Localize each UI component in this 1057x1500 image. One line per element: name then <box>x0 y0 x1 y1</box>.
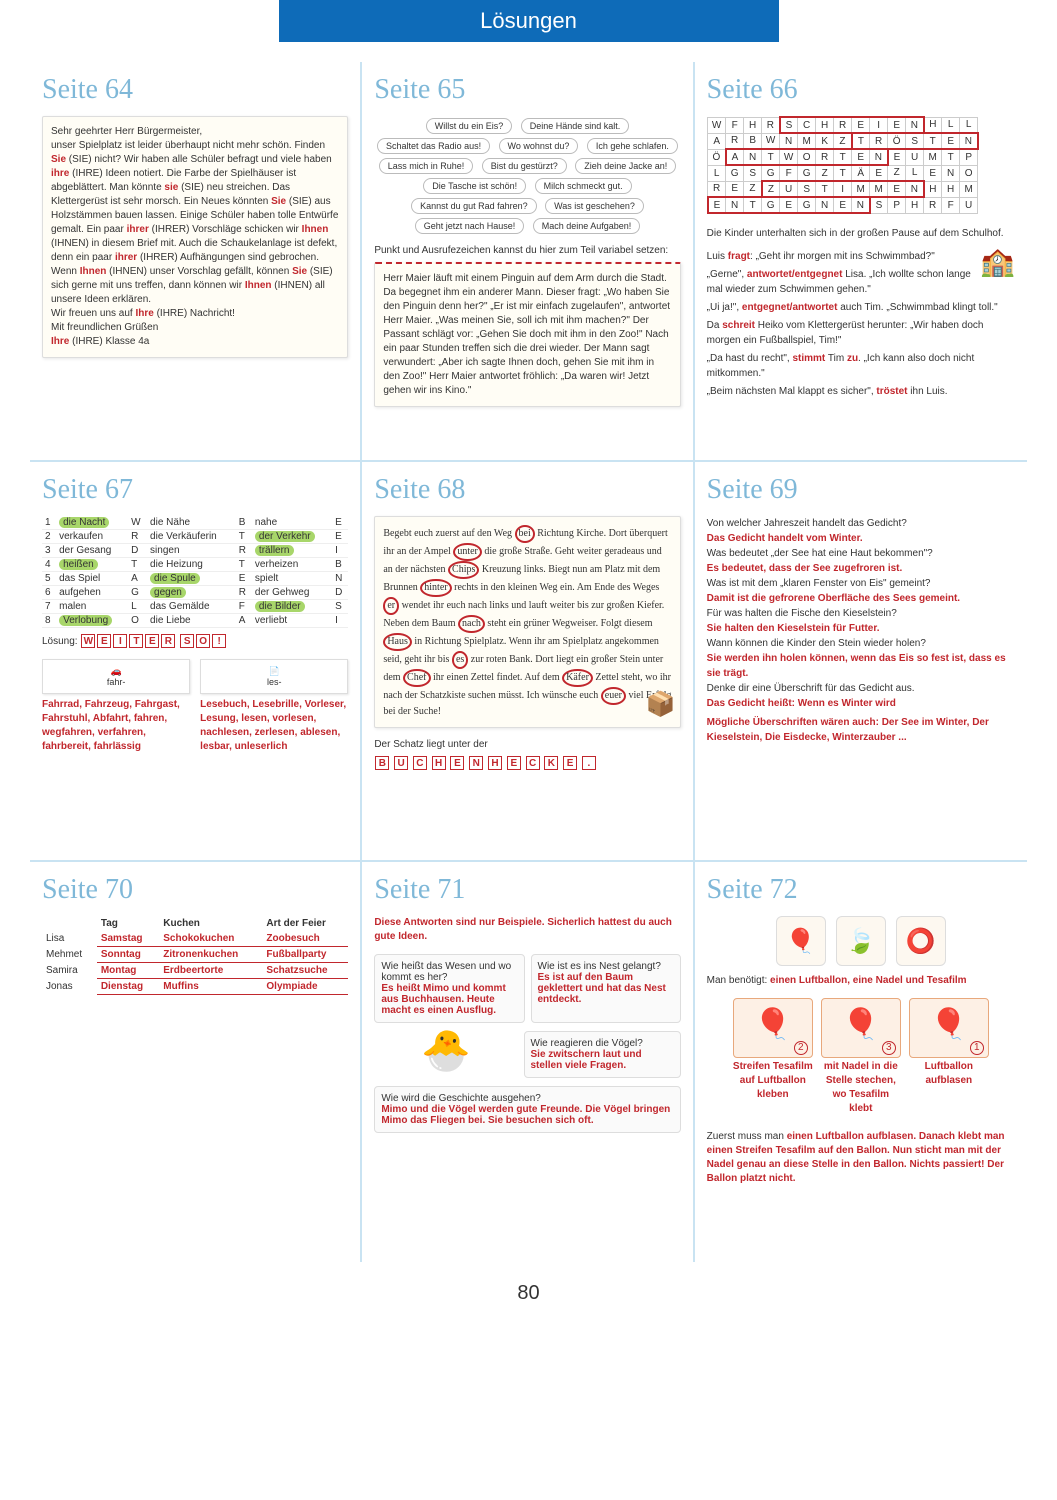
solution-67: Lösung: WEITER SO! <box>42 634 348 649</box>
cell-70: Seite 70 TagKuchenArt der FeierLisaSamst… <box>30 862 362 1262</box>
balloon-icon: 🎈 <box>776 916 826 966</box>
fahr-words: Fahrrad, Fahrzeug, Fahrgast, Fahrstuhl, … <box>42 698 190 754</box>
cell-68: Seite 68 Begebt euch zuerst auf den Weg … <box>362 462 694 862</box>
title-70: Seite 70 <box>42 874 348 906</box>
table-67: 1die NachtWdie NäheBnaheE2verkaufenRdie … <box>42 516 348 628</box>
title-71: Seite 71 <box>374 874 680 906</box>
les-words: Lesebuch, Lesebrille, Vorleser, Lesung, … <box>200 698 348 754</box>
icons-72: 🎈 🍃 ⭕ <box>707 916 1015 966</box>
extra-69: Mögliche Überschriften wären auch: Der S… <box>707 715 1015 745</box>
card-fahr: 🚗fahr- <box>42 659 190 694</box>
bubble: Wo wohnst du? <box>499 138 579 154</box>
box2: Wie ist es ins Nest gelangt? Es ist auf … <box>531 954 681 1023</box>
dialog-intro: Die Kinder unterhalten sich in der große… <box>707 226 1015 241</box>
step-box: 🎈 2 <box>733 998 813 1058</box>
solutions-grid: Seite 64 Sehr geehrter Herr Bürgermeiste… <box>0 62 1057 1262</box>
bubble: Bist du gestürzt? <box>482 158 567 174</box>
bubble: Lass mich in Ruhe! <box>379 158 474 174</box>
treasure-text: Begebt euch zuerst auf den Weg bei Richt… <box>374 516 680 728</box>
letter-note: Sehr geehrter Herr Bürgermeister,unser S… <box>42 116 348 358</box>
cell-72: Seite 72 🎈 🍃 ⭕ Man benötigt: einen Luftb… <box>695 862 1027 1262</box>
box1: Wie heißt das Wesen und wo kommt es her?… <box>374 954 524 1023</box>
title-67: Seite 67 <box>42 474 348 506</box>
bubble: Was ist geschehen? <box>545 198 644 214</box>
need-72: Man benötigt: einen Luftballon, eine Nad… <box>707 974 1015 988</box>
bubbles: Willst du ein Eis? Deine Hände sind kalt… <box>374 116 680 236</box>
card-les: 📄les- <box>200 659 348 694</box>
page-number: 80 <box>0 1262 1057 1325</box>
steps-72: 🎈 2 Streifen Tesafilm auf Luftballon kle… <box>707 998 1015 1116</box>
bubble: Schaltet das Radio aus! <box>377 138 490 154</box>
story-65: Herr Maier läuft mit einem Pinguin auf d… <box>374 262 680 407</box>
cell-65: Seite 65 Willst du ein Eis? Deine Hände … <box>362 62 694 462</box>
final-72: Zuerst muss man einen Luftballon aufblas… <box>707 1130 1015 1186</box>
title-69: Seite 69 <box>707 474 1015 506</box>
bubble: Zieh deine Jacke an! <box>575 158 676 174</box>
intro-71: Diese Antworten sind nur Beispiele. Sich… <box>374 916 680 944</box>
bubble: Die Tasche ist schön! <box>423 178 526 194</box>
bubble: Willst du ein Eis? <box>426 118 513 134</box>
bubble: Kannst du gut Rad fahren? <box>411 198 537 214</box>
title-72: Seite 72 <box>707 874 1015 906</box>
title-65: Seite 65 <box>374 74 680 106</box>
title-68: Seite 68 <box>374 474 680 506</box>
treasure-answer: Der Schatz liegt unter der B U C H E N H… <box>374 738 680 771</box>
step-box: 🎈 3 <box>821 998 901 1058</box>
leaf-icon: 🍃 <box>836 916 886 966</box>
cell-66: Seite 66 WFHRSCHREIENHLLARBWNMKZTRÖSTENÖ… <box>695 62 1027 462</box>
page-header: Lösungen <box>279 0 779 42</box>
bubble: Geht jetzt nach Hause! <box>415 218 525 234</box>
cell-64: Seite 64 Sehr geehrter Herr Bürgermeiste… <box>30 62 362 462</box>
hint-65: Punkt und Ausrufezeichen kannst du hier … <box>374 244 680 258</box>
title-64: Seite 64 <box>42 74 348 106</box>
bubble: Ich gehe schlafen. <box>587 138 678 154</box>
table-70: TagKuchenArt der FeierLisaSamstagSchokok… <box>42 916 348 995</box>
bubble: Mach deine Aufgaben! <box>533 218 641 234</box>
step-box: 🎈 1 <box>909 998 989 1058</box>
word-grid: WFHRSCHREIENHLLARBWNMKZTRÖSTENÖANTWORTEN… <box>707 116 979 214</box>
cell-71: Seite 71 Diese Antworten sind nur Beispi… <box>362 862 694 1262</box>
cell-69: Seite 69 Von welcher Jahreszeit handelt … <box>695 462 1027 862</box>
bubble: Deine Hände sind kalt. <box>521 118 630 134</box>
tape-icon: ⭕ <box>896 916 946 966</box>
qa-69: Von welcher Jahreszeit handelt das Gedic… <box>707 516 1015 711</box>
bubble: Milch schmeckt gut. <box>535 178 632 194</box>
box4: Wie wird die Geschichte ausgehen? Mimo u… <box>374 1086 680 1133</box>
dialog-66: Luis fragt: „Geht ihr morgen mit ins Sch… <box>707 249 1015 399</box>
cell-67: Seite 67 1die NachtWdie NäheBnaheE2verka… <box>30 462 362 862</box>
nest-icon: 🐣 <box>374 1027 517 1082</box>
title-66: Seite 66 <box>707 74 1015 106</box>
box3: Wie reagieren die Vögel? Sie zwitschern … <box>524 1031 681 1078</box>
